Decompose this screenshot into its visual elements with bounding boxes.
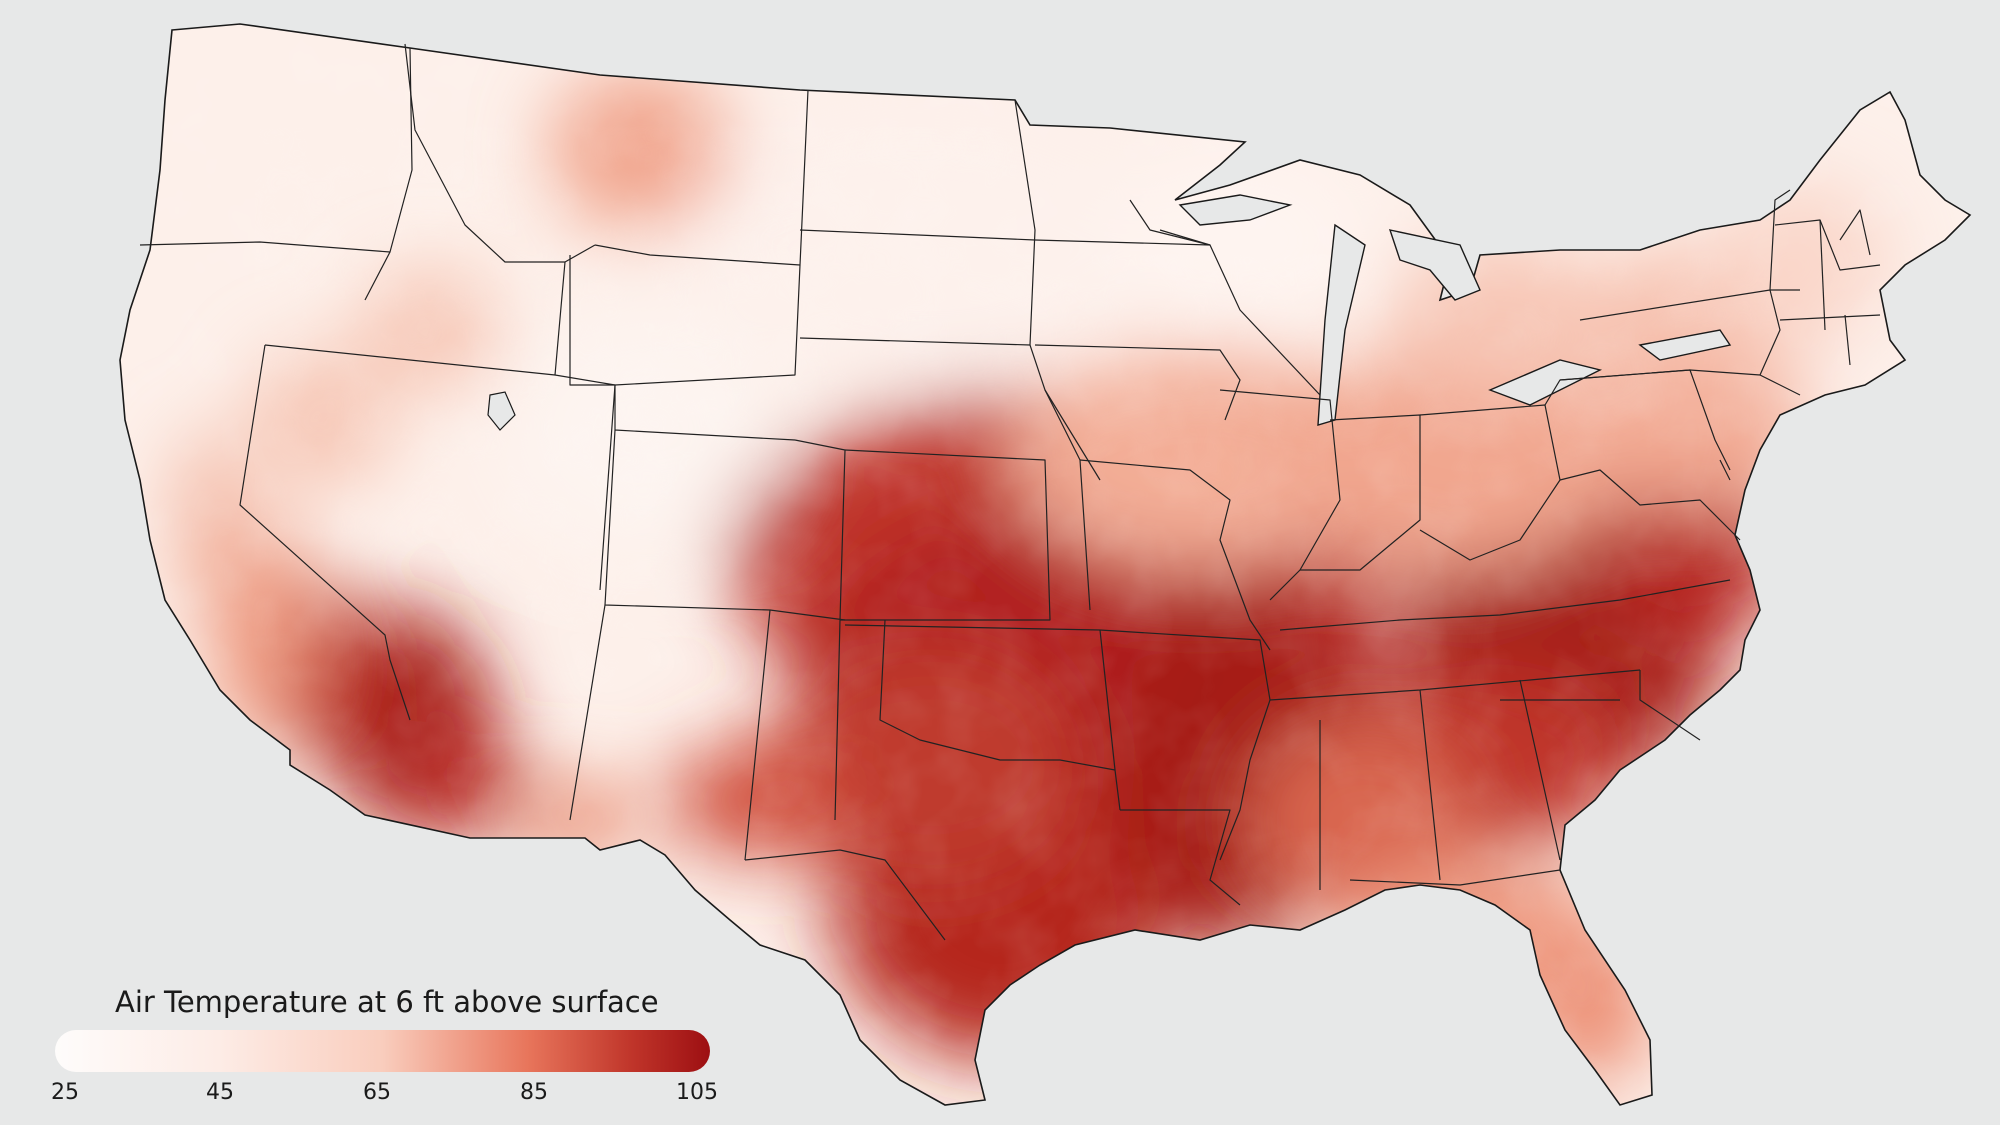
legend-tick: 105 bbox=[676, 1080, 718, 1105]
salt-lake bbox=[487, 391, 516, 431]
state-borders bbox=[139, 43, 1881, 941]
legend-title: Air Temperature at 6 ft above surface bbox=[115, 985, 659, 1019]
legend-tick: 25 bbox=[51, 1080, 79, 1105]
great-lakes bbox=[1178, 194, 1732, 426]
legend-tick: 85 bbox=[520, 1080, 548, 1105]
legend-tick: 45 bbox=[206, 1080, 234, 1105]
temperature-legend: Air Temperature at 6 ft above surface 25… bbox=[51, 985, 718, 1105]
legend-tick: 65 bbox=[363, 1080, 391, 1105]
legend-color-bar bbox=[55, 1030, 710, 1072]
